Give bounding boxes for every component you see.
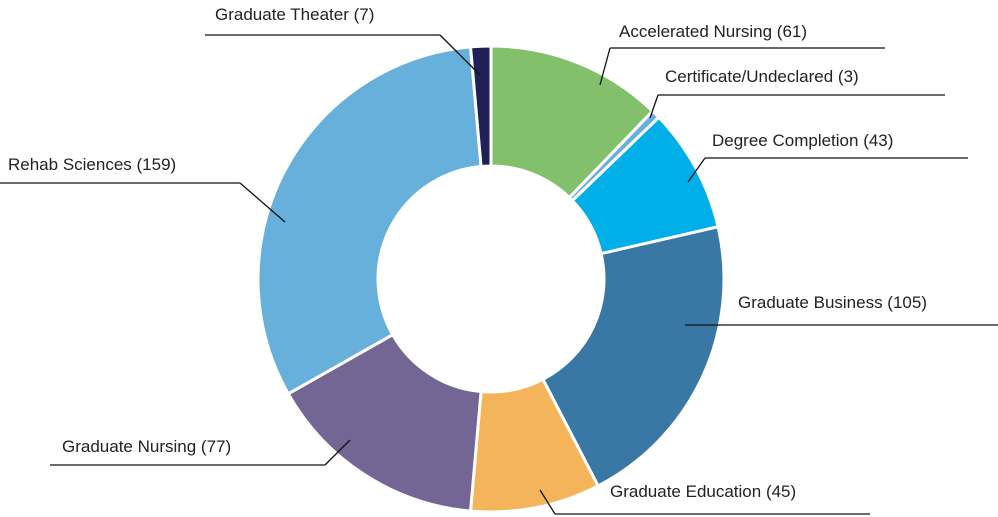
slice-label: Graduate Nursing (77) bbox=[62, 437, 231, 456]
leader-line bbox=[50, 439, 351, 466]
slice-label: Rehab Sciences (159) bbox=[8, 155, 176, 174]
slice-label: Graduate Education (45) bbox=[610, 482, 796, 501]
donut-slice bbox=[540, 224, 726, 488]
slice-label: Graduate Theater (7) bbox=[215, 5, 374, 24]
donut-slice bbox=[489, 44, 655, 200]
leader-line bbox=[649, 94, 945, 119]
leader-line bbox=[0, 182, 286, 223]
leader-line bbox=[539, 489, 870, 515]
donut-slice bbox=[468, 44, 493, 169]
slice-label: Degree Completion (43) bbox=[712, 131, 893, 150]
donut-slice bbox=[286, 332, 483, 513]
leader-line bbox=[599, 47, 885, 86]
donut-slice bbox=[256, 45, 483, 396]
leader-line bbox=[205, 34, 481, 76]
slice-label: Certificate/Undeclared (3) bbox=[665, 67, 859, 86]
leader-line bbox=[687, 157, 968, 183]
slice-label: Graduate Business (105) bbox=[738, 293, 927, 312]
slice-label: Accelerated Nursing (61) bbox=[619, 22, 807, 41]
